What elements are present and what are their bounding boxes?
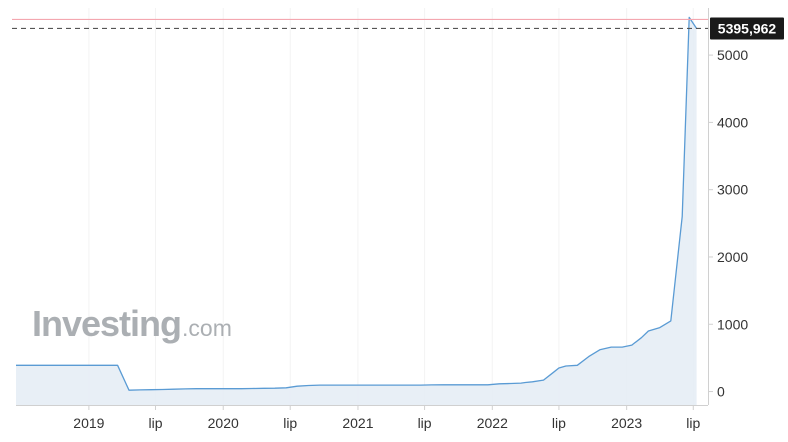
last-value-badge: 5395,962 (710, 17, 784, 40)
y-tick-label: 4000 (717, 114, 748, 130)
x-tick-label: lip (148, 415, 162, 431)
y-tick-label: 5000 (717, 47, 748, 63)
x-tick-label: 2020 (208, 415, 239, 431)
axes (16, 8, 709, 406)
x-tick-label: lip (552, 415, 566, 431)
y-tick-label: 2000 (717, 249, 748, 265)
last-value-badge-background (710, 17, 784, 40)
x-axis-labels: 2019 lip 2020 lip 2021 lip 2022 lip 2023 lip (73, 405, 700, 431)
price-line (16, 16, 698, 391)
y-tick-label: 3000 (717, 182, 748, 198)
y-axis-labels: 0 1000 2000 3000 4000 5000 (708, 47, 748, 400)
last-value-label: 5395,962 (718, 20, 777, 36)
price-area-fill (16, 17, 697, 406)
y-tick-label: 1000 (717, 316, 748, 332)
x-tick-label: 2022 (477, 415, 508, 431)
x-tick-label: lip (686, 415, 700, 431)
x-tick-label: lip (418, 415, 432, 431)
vertical-grid (88, 8, 694, 405)
x-tick-label: 2021 (342, 415, 373, 431)
x-tick-label: lip (283, 415, 297, 431)
x-tick-label: 2019 (73, 415, 104, 431)
x-tick-label: 2023 (611, 415, 642, 431)
y-tick-label: 0 (717, 384, 725, 400)
